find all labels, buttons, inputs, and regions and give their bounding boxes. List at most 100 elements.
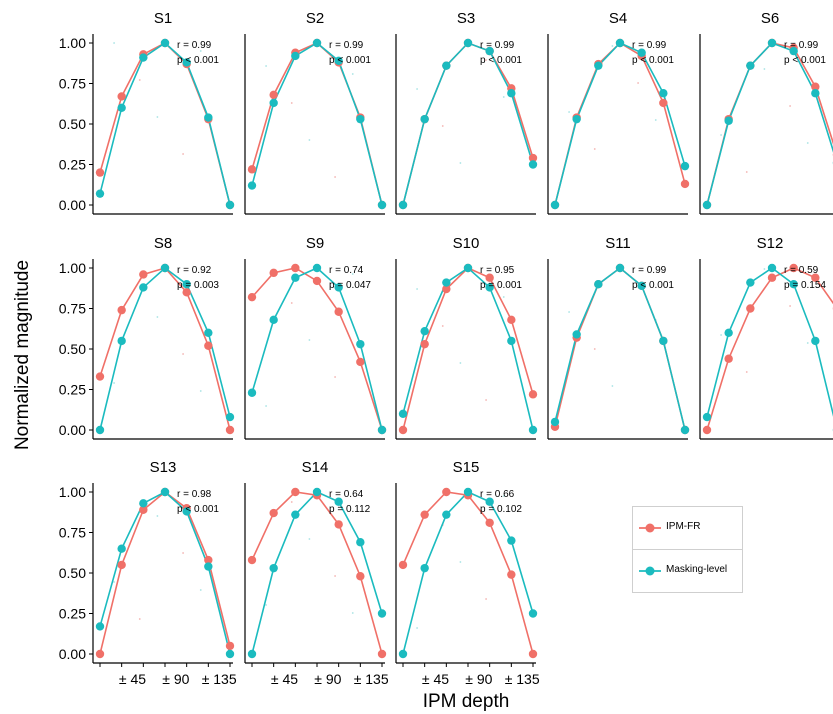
data-point-masking-level bbox=[594, 61, 603, 70]
data-point-masking-level bbox=[746, 61, 755, 70]
background-dot bbox=[502, 96, 505, 98]
data-point-ipm-fr bbox=[117, 92, 126, 101]
background-dot bbox=[265, 604, 267, 606]
background-dot bbox=[502, 296, 505, 298]
background-dot bbox=[138, 618, 141, 620]
data-point-masking-level bbox=[789, 46, 798, 56]
panel-title: S2 bbox=[306, 10, 324, 27]
y-tick-label: 1.00 bbox=[59, 260, 86, 276]
x-tick-label: ± 45 bbox=[271, 671, 298, 687]
data-point-masking-level bbox=[507, 536, 516, 545]
background-dot bbox=[459, 362, 462, 364]
p-value-label: p < 0.001 bbox=[329, 55, 371, 66]
data-point-masking-level bbox=[485, 46, 494, 56]
data-point-ipm-fr bbox=[117, 305, 126, 315]
data-point-masking-level bbox=[225, 649, 235, 659]
background-dot bbox=[113, 581, 115, 583]
background-dot bbox=[290, 302, 293, 304]
background-dot bbox=[568, 111, 570, 113]
background-dot bbox=[334, 376, 336, 378]
panel-title: S9 bbox=[306, 235, 324, 252]
p-value-label: p = 0.154 bbox=[784, 280, 826, 291]
panel-title: S14 bbox=[302, 459, 329, 476]
background-dot bbox=[308, 538, 311, 540]
data-point-ipm-fr bbox=[680, 179, 690, 189]
p-value-label: p < 0.001 bbox=[177, 55, 219, 66]
data-point-masking-level bbox=[269, 563, 278, 573]
background-dot bbox=[441, 125, 444, 127]
background-dot bbox=[459, 561, 462, 563]
y-axis-label: Normalized magnitude bbox=[12, 260, 33, 450]
data-point-masking-level bbox=[312, 487, 322, 497]
r-value-label: r = 0.99 bbox=[480, 40, 515, 51]
y-tick-label: 0.75 bbox=[59, 525, 86, 541]
panel-s9: S9 r = 0.74 p = 0.047 bbox=[244, 235, 387, 440]
y-tick-label: 1.00 bbox=[59, 35, 86, 51]
y-tick-label: 0.00 bbox=[59, 197, 86, 213]
background-dot bbox=[654, 119, 657, 121]
y-tick-label: 0.00 bbox=[59, 422, 86, 438]
data-point-ipm-fr bbox=[442, 487, 451, 497]
panel-s6: S6 r = 0.99 p < 0.001 bbox=[699, 10, 833, 215]
series-line-masking-level bbox=[402, 42, 534, 206]
background-dot bbox=[138, 79, 141, 81]
panel-title: S1 bbox=[154, 10, 172, 27]
data-point-masking-level bbox=[637, 281, 646, 291]
panel-title: S3 bbox=[457, 10, 475, 27]
data-point-ipm-fr bbox=[247, 555, 257, 565]
panel-title: S6 bbox=[761, 10, 779, 27]
data-point-ipm-fr bbox=[724, 354, 733, 363]
panel-s3: S3 r = 0.99 p < 0.001 bbox=[395, 10, 538, 215]
data-point-ipm-fr bbox=[442, 284, 451, 294]
data-point-ipm-fr bbox=[528, 153, 538, 163]
data-point-masking-level bbox=[204, 113, 213, 122]
data-point-masking-level bbox=[485, 283, 494, 292]
data-point-ipm-fr bbox=[702, 425, 712, 435]
panel-s10: S10 r = 0.95 p = 0.001 bbox=[395, 235, 538, 440]
r-value-label: r = 0.64 bbox=[329, 489, 364, 500]
data-point-ipm-fr bbox=[225, 641, 235, 651]
background-dot bbox=[441, 325, 444, 327]
r-value-label: r = 0.99 bbox=[632, 265, 667, 276]
y-tick-label: 0.25 bbox=[59, 157, 86, 173]
r-value-label: r = 0.92 bbox=[177, 265, 212, 276]
panel-s13: S13 0.00 0.25 0.50 0.75 1.00 ± 45 ± 90 ± 135 r = … bbox=[59, 459, 237, 687]
r-value-label: r = 0.98 bbox=[177, 489, 212, 500]
series-line-ipm-fr bbox=[402, 42, 534, 206]
data-point-masking-level bbox=[95, 189, 105, 198]
x-axis-label: IPM depth bbox=[423, 691, 510, 712]
background-dot bbox=[611, 45, 614, 47]
panel-s11: S11 r = 0.99 p < 0.001 bbox=[547, 235, 690, 440]
data-point-ipm-fr bbox=[139, 505, 148, 515]
data-point-masking-level bbox=[463, 487, 473, 497]
series-line-masking-level bbox=[251, 267, 383, 431]
data-point-ipm-fr bbox=[269, 90, 278, 100]
background-dot bbox=[568, 311, 570, 313]
legend-entry-masking-level: Masking-level bbox=[633, 549, 742, 592]
x-tick-label: ± 135 bbox=[354, 671, 389, 687]
background-dot bbox=[156, 116, 159, 118]
data-point-ipm-fr bbox=[485, 518, 494, 527]
data-point-ipm-fr bbox=[811, 273, 820, 282]
data-point-masking-level bbox=[247, 181, 257, 190]
background-dot bbox=[199, 589, 202, 591]
background-dot bbox=[182, 353, 184, 355]
data-point-ipm-fr bbox=[139, 270, 148, 279]
data-point-masking-level bbox=[334, 283, 343, 292]
data-point-masking-level bbox=[463, 263, 473, 273]
y-tick-label: 0.50 bbox=[59, 116, 86, 132]
data-point-masking-level bbox=[312, 38, 322, 48]
data-point-masking-level bbox=[594, 280, 603, 289]
data-point-masking-level bbox=[767, 263, 777, 273]
data-point-masking-level bbox=[659, 336, 668, 346]
background-dot bbox=[182, 552, 184, 554]
background-dot bbox=[156, 515, 159, 517]
background-dot bbox=[265, 405, 267, 407]
data-point-masking-level bbox=[117, 103, 126, 113]
panel-s15: S15 ± 45 ± 90 ± 135 r = 0.66 p = 0.102 bbox=[395, 459, 540, 687]
background-dot bbox=[113, 42, 115, 44]
background-dot bbox=[637, 82, 639, 84]
data-point-ipm-fr bbox=[377, 649, 387, 659]
legend-label-masking-level: Masking-level bbox=[666, 564, 728, 575]
